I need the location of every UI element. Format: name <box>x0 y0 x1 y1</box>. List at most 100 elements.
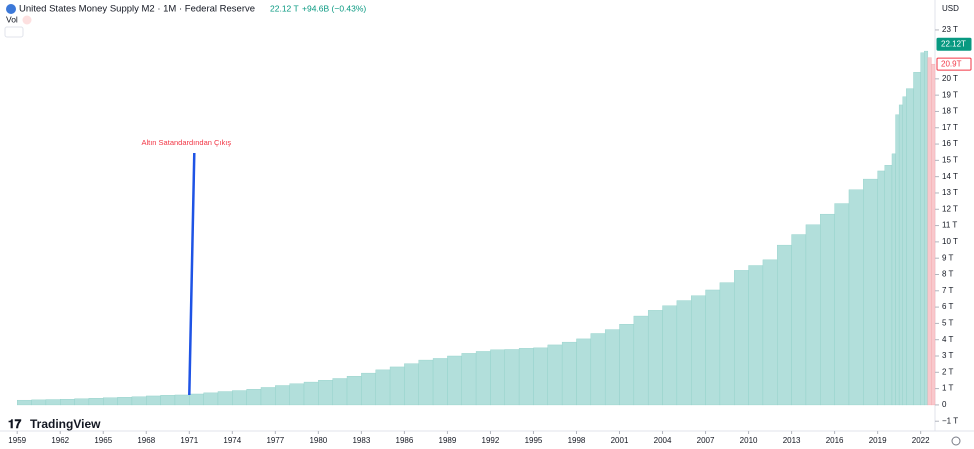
y-tick-label: 19 T <box>942 90 958 99</box>
bar <box>447 355 462 406</box>
bar <box>913 72 921 406</box>
bar <box>762 259 778 406</box>
bar <box>475 351 491 406</box>
x-tick-label: 1959 <box>8 436 26 445</box>
x-tick-label: 1965 <box>94 436 112 445</box>
bar <box>232 390 247 406</box>
bar <box>31 399 47 406</box>
price-tag-label: 20.9T <box>941 59 962 68</box>
annotation-text: Altın Satandardından Çıkış <box>141 138 231 147</box>
collapse-button[interactable] <box>4 26 24 38</box>
bar <box>863 178 878 406</box>
bar <box>17 399 32 406</box>
bar <box>203 392 219 406</box>
chart-title: United States Money Supply M2 · 1M · Fed… <box>19 4 255 15</box>
y-tick-label: 8 T <box>942 270 954 279</box>
x-tick-label: 2010 <box>740 436 758 445</box>
bar <box>160 395 176 406</box>
bar <box>734 270 749 406</box>
bar <box>902 96 907 406</box>
bar <box>805 224 821 406</box>
bar <box>820 213 835 406</box>
bar <box>346 376 362 406</box>
y-tick-label: −1 T <box>942 416 958 425</box>
y-tick-label: 5 T <box>942 319 954 328</box>
y-tick-label: 0 <box>942 400 947 409</box>
y-tick-label: 3 T <box>942 351 954 360</box>
bar <box>834 203 850 406</box>
bar <box>895 114 900 406</box>
bar <box>117 397 133 406</box>
change: +94.6B (−0.43%) <box>302 3 366 13</box>
bar <box>432 358 448 406</box>
y-tick-label: 15 T <box>942 155 958 164</box>
bar <box>791 234 807 406</box>
bar <box>246 389 262 406</box>
bar <box>927 57 932 406</box>
x-tick-label: 1968 <box>137 436 155 445</box>
bar <box>561 341 577 406</box>
price-tag-label: 22.12T <box>941 39 966 48</box>
bar <box>174 394 190 406</box>
settings-icon[interactable] <box>951 436 961 446</box>
bar <box>60 399 75 406</box>
x-tick-label: 2019 <box>869 436 887 445</box>
y-tick-label: 14 T <box>942 172 958 181</box>
y-tick-label: 9 T <box>942 253 954 262</box>
bar <box>303 381 319 406</box>
bar <box>877 170 886 406</box>
bar <box>647 310 663 406</box>
y-tick-label: 16 T <box>942 139 958 148</box>
x-tick-label: 2022 <box>912 436 930 445</box>
plot <box>17 50 936 406</box>
x-tick-label: 1971 <box>180 436 198 445</box>
annotation-line <box>188 152 196 396</box>
bar <box>590 333 606 406</box>
bar <box>404 363 419 406</box>
y-tick-label: 1 T <box>942 384 954 393</box>
bar <box>45 399 61 406</box>
x-tick-label: 1998 <box>568 436 586 445</box>
bar <box>619 324 635 406</box>
x-tick-label: 2013 <box>783 436 801 445</box>
bar <box>260 387 276 406</box>
flag-icon <box>6 4 16 14</box>
bar <box>74 398 90 406</box>
bar <box>318 380 333 406</box>
bar <box>289 383 305 406</box>
currency[interactable]: USD <box>942 4 959 13</box>
x-tick-label: 1980 <box>309 436 327 445</box>
x-tick-label: 1986 <box>396 436 414 445</box>
y-tick-label: 4 T <box>942 335 954 344</box>
x-tick-label: 1983 <box>352 436 370 445</box>
bar <box>490 349 505 406</box>
bar <box>389 366 405 406</box>
x-tick-label: 2004 <box>654 436 672 445</box>
bar <box>676 300 692 406</box>
x-tick-label: 1974 <box>223 436 241 445</box>
x-tick-label: 2016 <box>826 436 844 445</box>
bar <box>547 344 563 406</box>
bar <box>189 393 204 406</box>
bar <box>103 397 118 406</box>
y-tick-label: 2 T <box>942 367 954 376</box>
x-tick-label: 1995 <box>525 436 543 445</box>
y-tick-label: 18 T <box>942 107 958 116</box>
bar <box>131 396 147 406</box>
bar <box>418 359 434 406</box>
y-tick-label: 23 T <box>942 25 958 34</box>
y-tick-label: 17 T <box>942 123 958 132</box>
bar <box>920 52 925 406</box>
y-tick-label: 13 T <box>942 188 958 197</box>
bar <box>518 348 534 406</box>
y-tick-label: 11 T <box>942 221 957 230</box>
x-tick-label: 1962 <box>51 436 69 445</box>
bar <box>633 315 649 406</box>
y-tick-label: 6 T <box>942 302 954 311</box>
bar <box>848 189 864 406</box>
y-tick-label: 10 T <box>942 237 958 246</box>
bar <box>576 338 592 406</box>
bar <box>275 385 290 406</box>
bar <box>217 391 233 406</box>
bar <box>777 244 792 406</box>
